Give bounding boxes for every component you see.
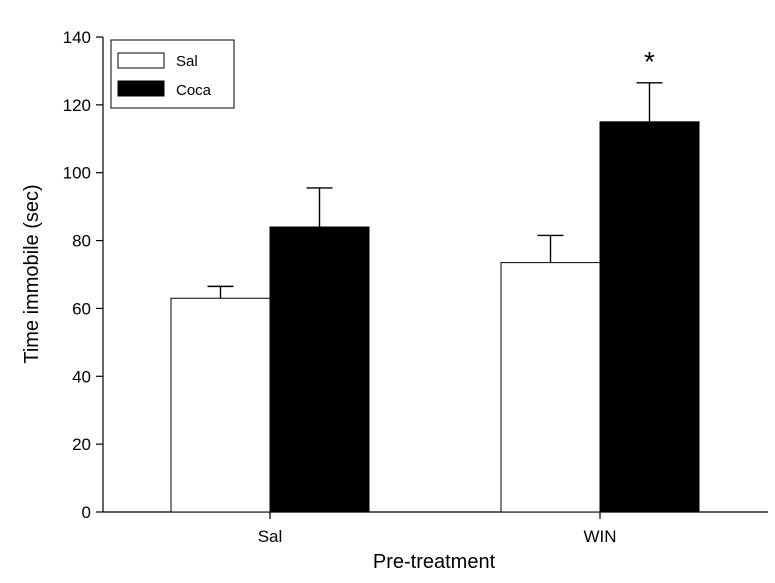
legend-swatch-coca [117, 80, 165, 97]
bars [170, 121, 700, 513]
y-tick-label: 20 [72, 435, 91, 454]
tick-labels: 0 20 40 60 80 100 120 140 Sal WIN [63, 28, 617, 546]
x-tick-label: WIN [583, 527, 616, 546]
legend-label-sal: Sal [176, 53, 198, 70]
x-tick-label: Sal [258, 527, 283, 546]
y-tick-label: 140 [63, 28, 91, 47]
y-tick-label: 120 [63, 96, 91, 115]
legend-swatch-sal [117, 52, 165, 69]
x-axis-title: Pre-treatment [373, 551, 496, 573]
bar-sal-win [500, 262, 601, 513]
bar-coca-win [599, 121, 700, 513]
y-tick-label: 100 [63, 164, 91, 183]
y-tick-label: 40 [72, 367, 91, 386]
bar-coca-sal [269, 226, 370, 513]
y-tick-label: 60 [72, 299, 91, 318]
legend: Sal Coca [110, 39, 235, 109]
error-bars [207, 82, 663, 299]
legend-label-coca: Coca [176, 82, 212, 99]
significance-marker: * [644, 46, 655, 77]
y-tick-label: 80 [72, 232, 91, 251]
y-axis-title: Time immobile (sec) [21, 184, 43, 363]
legend-box [110, 39, 235, 109]
bar-sal-sal [170, 297, 271, 513]
annotations: * [644, 46, 655, 77]
y-tick-label: 0 [82, 503, 91, 522]
